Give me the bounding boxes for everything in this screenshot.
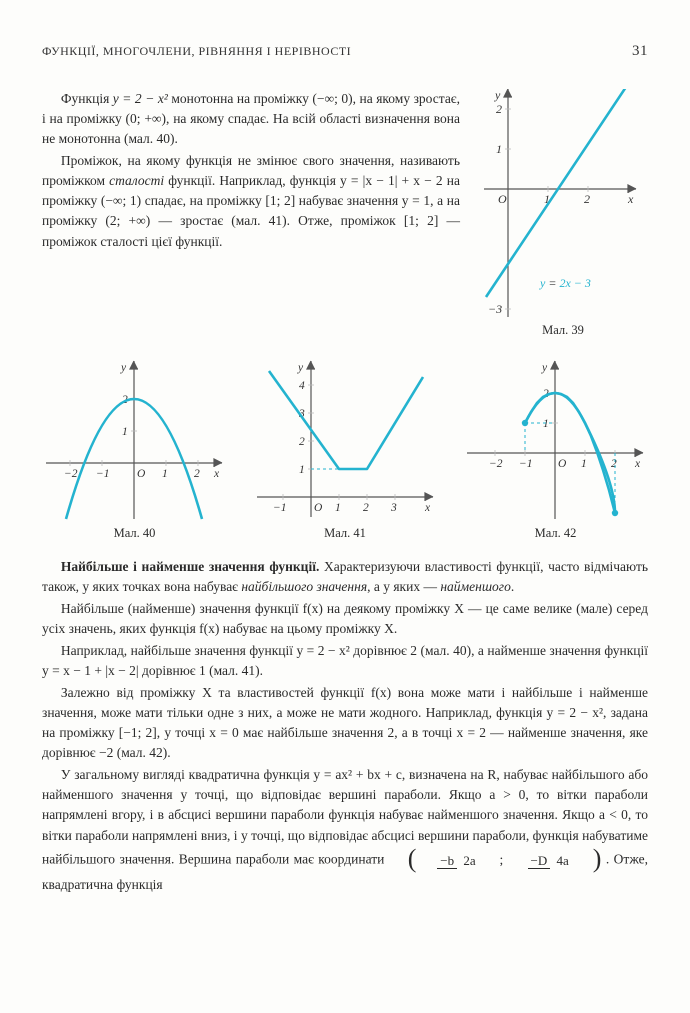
figure-41: x y O −1 1 2 3 1 2 3 4	[253, 357, 438, 543]
paren-right: )	[574, 846, 602, 875]
chapter-title: ФУНКЦІЇ, МНОГОЧЛЕНИ, РІВНЯННЯ І НЕРІВНОС…	[42, 42, 351, 60]
svg-text:x: x	[627, 192, 634, 206]
chart-41: x y O −1 1 2 3 1 2 3 4	[253, 357, 438, 522]
svg-text:2: 2	[363, 502, 369, 514]
svg-text:1: 1	[496, 142, 502, 156]
paragraph-1: Функція y = 2 − x² монотонна на проміжку…	[42, 89, 460, 150]
fig39-label: Мал. 39	[478, 321, 648, 340]
chart-42: x y O −2 −1 1 2 1 2	[463, 357, 648, 522]
fig40-label: Мал. 40	[42, 524, 227, 543]
svg-text:y: y	[297, 362, 304, 374]
fig41-label: Мал. 41	[253, 524, 438, 543]
svg-text:1: 1	[581, 458, 587, 470]
top-section: Функція y = 2 − x² монотонна на проміжку…	[42, 89, 648, 340]
svg-text:1: 1	[162, 468, 168, 480]
svg-text:−1: −1	[96, 468, 110, 480]
svg-text:1: 1	[122, 426, 128, 438]
page-number: 31	[632, 40, 648, 63]
svg-text:x: x	[424, 502, 431, 514]
svg-text:O: O	[498, 192, 507, 206]
paragraph-6: Залежно від проміжку X та властивостей ф…	[42, 683, 648, 764]
paragraph-7: У загальному вигляді квадратична функція…	[42, 765, 648, 895]
svg-text:x: x	[634, 458, 641, 470]
figure-40: x y O −2 −1 1 2 1 2 Мал. 40	[42, 357, 227, 543]
svg-text:O: O	[137, 468, 146, 480]
svg-text:2: 2	[496, 102, 502, 116]
figure-39: x y O 1 2 1 2 −3 y = 2x − 3 Мал. 39	[478, 89, 648, 340]
fig42-label: Мал. 42	[463, 524, 648, 543]
svg-text:y: y	[541, 362, 548, 374]
em: сталості	[109, 173, 164, 188]
paragraph-2: Проміжок, на якому функція не змінює сво…	[42, 151, 460, 252]
vertex-coordinates: ( −b 2a ; −D 4a )	[389, 846, 602, 875]
paren-left: (	[389, 846, 417, 875]
page-header: ФУНКЦІЇ, МНОГОЧЛЕНИ, РІВНЯННЯ І НЕРІВНОС…	[42, 40, 648, 63]
svg-text:1: 1	[299, 464, 305, 476]
svg-text:O: O	[314, 502, 323, 514]
chart-39: x y O 1 2 1 2 −3 y = 2x − 3	[478, 89, 643, 319]
fraction-2: −D 4a	[509, 854, 572, 868]
semicolon: ;	[481, 850, 507, 870]
svg-text:x: x	[213, 468, 220, 480]
t: Функція	[61, 91, 113, 106]
denominator: 2a	[460, 853, 478, 868]
svg-text:2: 2	[611, 458, 617, 470]
svg-text:4: 4	[299, 380, 305, 392]
numerator: −D	[528, 853, 551, 869]
t: Залежно від проміжку X та властивостей ф…	[42, 685, 648, 761]
svg-text:−2: −2	[489, 458, 503, 470]
svg-text:O: O	[558, 458, 567, 470]
svg-text:y = 2x − 3: y = 2x − 3	[539, 276, 591, 290]
svg-text:−1: −1	[519, 458, 533, 470]
svg-text:−1: −1	[273, 502, 287, 514]
svg-text:y: y	[120, 362, 127, 374]
svg-text:−2: −2	[64, 468, 78, 480]
svg-text:2: 2	[584, 192, 590, 206]
fraction-1: −b 2a	[418, 854, 478, 868]
t: .	[511, 579, 514, 594]
t: Наприклад, найбільше значення функції y …	[42, 643, 648, 678]
svg-text:y: y	[494, 89, 501, 102]
top-text-block: Функція y = 2 − x² монотонна на проміжку…	[42, 89, 460, 340]
figure-42: x y O −2 −1 1 2 1 2	[463, 357, 648, 543]
t: , а у яких —	[367, 579, 440, 594]
svg-text:3: 3	[390, 502, 397, 514]
heading: Найбільше і найменше значення функції.	[61, 559, 319, 574]
eq: y = 2 − x²	[113, 91, 168, 106]
svg-text:2: 2	[299, 436, 305, 448]
paragraph-3: Найбільше і найменше значення функції. Х…	[42, 557, 648, 598]
svg-text:1: 1	[335, 502, 341, 514]
t: Найбільше (найменше) значення функції f(…	[42, 601, 648, 636]
denominator: 4a	[554, 853, 572, 868]
svg-text:1: 1	[543, 418, 549, 430]
chart-40: x y O −2 −1 1 2 1 2	[42, 357, 227, 522]
numerator: −b	[437, 853, 457, 869]
em: найбільшого значення	[241, 579, 367, 594]
em: найменшого	[440, 579, 510, 594]
svg-text:2: 2	[194, 468, 200, 480]
paragraph-5: Наприклад, найбільше значення функції y …	[42, 641, 648, 682]
svg-text:−3: −3	[488, 302, 502, 316]
paragraph-4: Найбільше (найменше) значення функції f(…	[42, 599, 648, 640]
figure-row: x y O −2 −1 1 2 1 2 Мал. 40	[42, 357, 648, 543]
